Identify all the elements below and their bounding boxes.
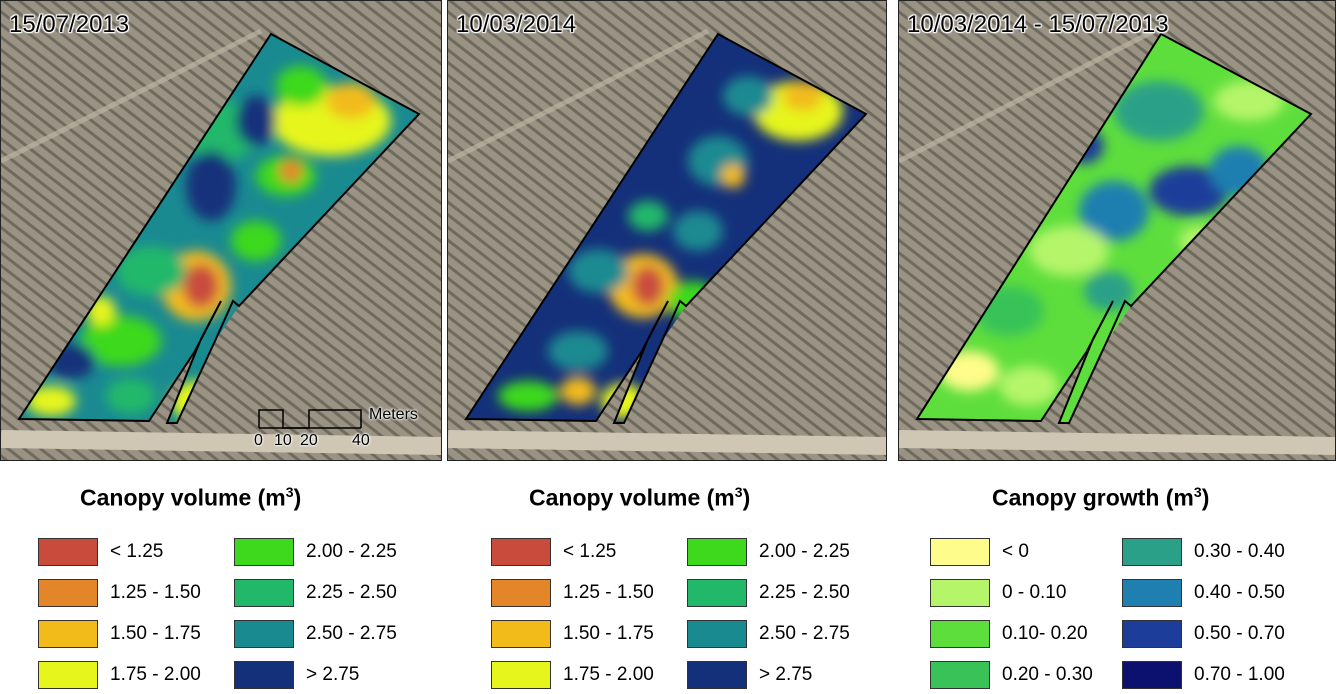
legend-swatch	[1122, 661, 1182, 689]
map-panel-2014: 10/03/2014	[447, 0, 887, 461]
legend-swatch	[38, 661, 98, 689]
map-image-2013	[1, 1, 441, 460]
legend-label: 1.75 - 2.00	[110, 664, 201, 685]
scale-bar: Meters 0 10 20 40	[254, 406, 437, 460]
legend-title: Canopy volume (m3)	[529, 484, 751, 511]
map-image-2014	[448, 1, 886, 460]
legend-label: 1.75 - 2.00	[563, 664, 654, 685]
legend-swatch	[38, 579, 98, 607]
legend-swatch	[930, 661, 990, 689]
legend-swatch	[687, 620, 747, 648]
legend-swatch	[687, 538, 747, 566]
legend-label: 1.50 - 1.75	[563, 623, 654, 644]
legend-label: 2.25 - 2.50	[306, 582, 397, 603]
scale-tick-20: 20	[300, 432, 318, 449]
legend-label: 0.10- 0.20	[1002, 623, 1088, 644]
legend-label: 0.20 - 0.30	[1002, 664, 1093, 685]
legend-swatch	[234, 620, 294, 648]
panel-title-2014: 10/03/2014	[456, 11, 577, 38]
panel-title-2013: 15/07/2013	[9, 11, 130, 38]
scale-units: Meters	[369, 406, 418, 423]
legend-swatch	[234, 538, 294, 566]
legend-swatch	[930, 579, 990, 607]
scale-tick-0: 0	[254, 432, 263, 449]
legend-label: 2.00 - 2.25	[306, 541, 397, 562]
legend-swatch	[1122, 538, 1182, 566]
legend-swatch	[1122, 579, 1182, 607]
legend-label: < 1.25	[110, 541, 164, 562]
legend-swatch	[930, 620, 990, 648]
legend-label: 1.25 - 1.50	[110, 582, 201, 603]
legend-label: 1.25 - 1.50	[563, 582, 654, 603]
legend-label: 2.50 - 2.75	[759, 623, 850, 644]
legend-label: < 0	[1002, 541, 1029, 562]
legend-swatch	[234, 661, 294, 689]
legend-swatch	[38, 620, 98, 648]
legend-swatch	[687, 579, 747, 607]
legend-swatch	[1122, 620, 1182, 648]
legend-label: 2.00 - 2.25	[759, 541, 850, 562]
legend-title: Canopy volume (m3)	[80, 484, 302, 511]
legend-label: < 1.25	[563, 541, 617, 562]
map-image-growth	[899, 1, 1335, 460]
legend-canopy-volume-2014: Canopy volume (m3) < 1.25 1.25 - 1.50 1.…	[491, 484, 891, 694]
map-panel-2013: 15/07/2013 Meters 0 10 20 40	[0, 0, 442, 461]
legend-label: 0.40 - 0.50	[1194, 582, 1285, 603]
legend-label: 2.50 - 2.75	[306, 623, 397, 644]
panel-title-growth: 10/03/2014 - 15/07/2013	[907, 11, 1169, 38]
legend-canopy-growth: Canopy growth (m3) < 0 0 - 0.10 0.10- 0.…	[930, 484, 1330, 694]
legend-canopy-volume-2013: Canopy volume (m3) < 1.25 1.25 - 1.50 1.…	[38, 484, 438, 694]
scale-bar-graphic	[258, 409, 362, 429]
legend-label: 0.70 - 1.00	[1194, 664, 1285, 685]
legend-label: 0.50 - 0.70	[1194, 623, 1285, 644]
legend-swatch	[491, 579, 551, 607]
legend-label: 0.30 - 0.40	[1194, 541, 1285, 562]
legend-swatch	[687, 661, 747, 689]
legend-swatch	[38, 538, 98, 566]
legend-label: > 2.75	[306, 664, 360, 685]
legend-swatch	[491, 538, 551, 566]
legend-swatch	[491, 661, 551, 689]
legend-swatch	[491, 620, 551, 648]
scale-tick-40: 40	[352, 432, 370, 449]
legend-label: 0 - 0.10	[1002, 582, 1067, 603]
map-panel-growth: 10/03/2014 - 15/07/2013	[898, 0, 1336, 461]
legend-swatch	[234, 579, 294, 607]
legend-title: Canopy growth (m3)	[992, 484, 1210, 511]
legend-swatch	[930, 538, 990, 566]
legend-label: 2.25 - 2.50	[759, 582, 850, 603]
legend-label: 1.50 - 1.75	[110, 623, 201, 644]
scale-tick-10: 10	[274, 432, 292, 449]
legend-label: > 2.75	[759, 664, 813, 685]
